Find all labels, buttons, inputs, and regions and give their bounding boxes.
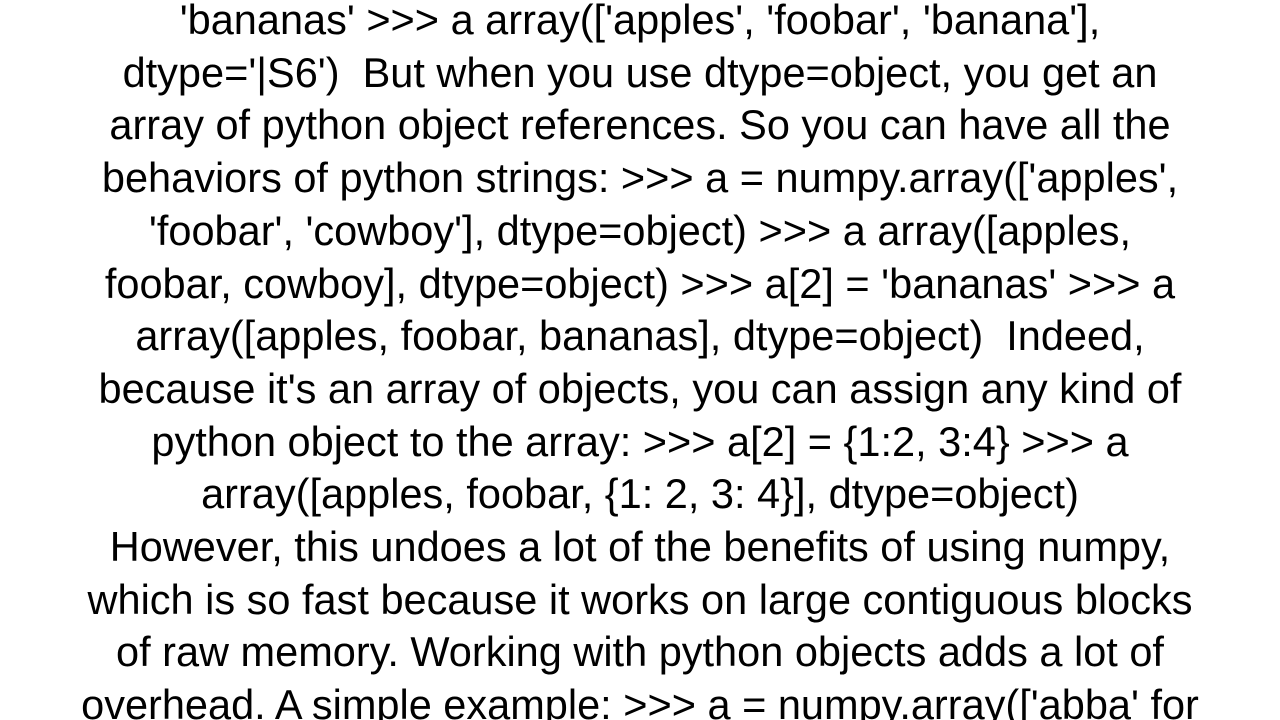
body-text: 'bananas' >>> a array(['apples', 'foobar… <box>81 0 1199 720</box>
page-content: 'bananas' >>> a array(['apples', 'foobar… <box>0 0 1280 720</box>
